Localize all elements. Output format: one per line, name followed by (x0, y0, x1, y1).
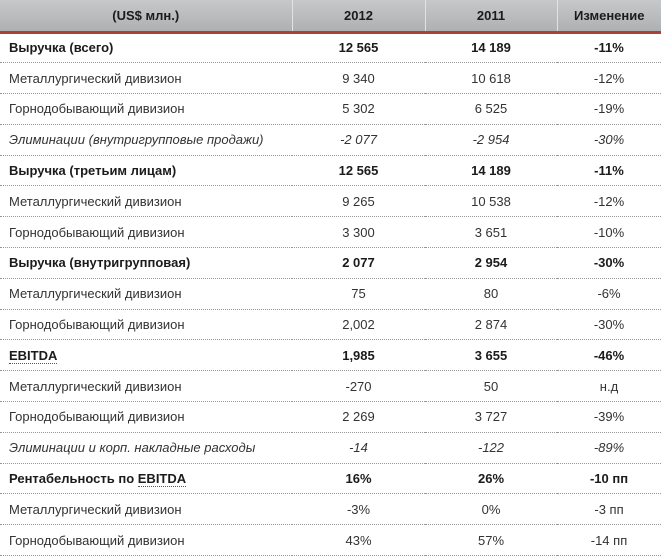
value-2012: 3 300 (292, 216, 425, 249)
row-label: Металлургический дивизион (0, 185, 292, 218)
value-2011: 6 525 (425, 93, 557, 125)
table-row: Выручка (всего) 12 565 14 189 -11% (0, 32, 661, 64)
row-label: Горнодобывающий дивизион (0, 401, 292, 433)
table-row: Металлургический дивизион 9 265 10 538 -12% (0, 185, 661, 218)
table-row: Горнодобывающий дивизион 43% 57% -14 пп (0, 524, 661, 556)
value-2012: 2 077 (292, 247, 425, 279)
value-change: -30% (557, 124, 661, 156)
value-2011: 57% (425, 524, 557, 556)
row-label: Металлургический дивизион (0, 278, 292, 310)
row-label: Рентабельность по EBITDA (0, 463, 292, 495)
ebitda-term[interactable]: EBITDA (137, 471, 187, 488)
value-2011: 2 874 (425, 309, 557, 341)
value-2012: 2 269 (292, 401, 425, 433)
value-2011: 3 655 (425, 339, 557, 372)
value-change: -39% (557, 401, 661, 433)
table-row: Металлургический дивизион -270 50 н.д (0, 370, 661, 403)
value-change: -89% (557, 432, 661, 464)
table-row: Металлургический дивизион 75 80 -6% (0, 278, 661, 310)
table-row: Элиминации и корп. накладные расходы -14-… (0, 432, 661, 464)
value-2012: 9 340 (292, 62, 425, 95)
row-label: EBITDA (0, 339, 292, 372)
value-2011: -2 954 (425, 124, 557, 156)
value-2011: 10 538 (425, 185, 557, 218)
value-change: -12% (557, 62, 661, 95)
col-header-change: Изменение (556, 0, 661, 34)
table-row: EBITDA 1,985 3 655 -46% (0, 339, 661, 372)
value-2011: 50 (425, 370, 557, 403)
table-header: (US$ млн.) 2012 2011 Изменение (0, 0, 661, 34)
ebitda-term[interactable]: EBITDA (9, 347, 58, 364)
table-row: Элиминации (внутригрупповые продажи) -2 0… (0, 124, 661, 156)
value-change: -30% (557, 309, 661, 341)
table-row: Металлургический дивизион -3% 0% -3 пп (0, 493, 661, 526)
value-2012: -270 (292, 370, 425, 403)
value-2012: -14 (292, 432, 425, 464)
value-change: н.д (557, 370, 661, 403)
value-2012: 12 565 (292, 32, 425, 64)
table-row: Горнодобывающий дивизион 5 302 6 525 -19% (0, 93, 661, 125)
table-row: Горнодобывающий дивизион 2,002 2 874 -30% (0, 309, 661, 341)
value-2012: -2 077 (292, 124, 425, 156)
row-label: Элиминации и корп. накладные расходы (0, 432, 292, 464)
row-label: Металлургический дивизион (0, 370, 292, 403)
table-row: Выручка (внутригрупповая) 2 077 2 954 -30% (0, 247, 661, 279)
row-label: Металлургический дивизион (0, 62, 292, 95)
row-label: Горнодобывающий дивизион (0, 309, 292, 341)
value-change: -14 пп (557, 524, 661, 556)
row-label: Элиминации (внутригрупповые продажи) (0, 124, 292, 156)
value-2011: 10 618 (425, 62, 557, 95)
value-2011: -122 (425, 432, 557, 464)
header-row: (US$ млн.) 2012 2011 Изменение (0, 0, 661, 34)
value-2012: 16% (292, 463, 425, 495)
row-label: Металлургический дивизион (0, 493, 292, 526)
value-2011: 3 727 (425, 401, 557, 433)
value-change: -6% (557, 278, 661, 310)
value-change: -46% (557, 339, 661, 372)
value-2011: 3 651 (425, 216, 557, 249)
value-change: -30% (557, 247, 661, 279)
value-change: -12% (557, 185, 661, 218)
row-label: Горнодобывающий дивизион (0, 524, 292, 556)
value-change: -10% (557, 216, 661, 249)
row-label: Выручка (внутригрупповая) (0, 247, 292, 279)
value-2012: 43% (292, 524, 425, 556)
table-row: Выручка (третьим лицам) 12 565 14 189 -11% (0, 155, 661, 187)
table-row: Горнодобывающий дивизион 3 300 3 651 -10% (0, 216, 661, 249)
value-change: -19% (557, 93, 661, 125)
value-2012: 5 302 (292, 93, 425, 125)
col-header-2011: 2011 (424, 0, 557, 34)
table-row: Горнодобывающий дивизион 2 269 3 727 -39% (0, 401, 661, 433)
table-body: Выручка (всего) 12 565 14 189 -11% Металлург… (0, 32, 661, 556)
table-row: Металлургический дивизион 9 340 10 618 -12% (0, 62, 661, 95)
col-header-2012: 2012 (291, 0, 425, 34)
value-2012: 75 (292, 278, 425, 310)
row-label: Горнодобывающий дивизион (0, 216, 292, 249)
value-2011: 26% (425, 463, 557, 495)
value-change: -11% (557, 155, 661, 187)
col-header-metric: (US$ млн.) (0, 0, 292, 34)
value-2012: -3% (292, 493, 425, 526)
row-label: Выручка (всего) (0, 32, 292, 64)
row-label: Горнодобывающий дивизион (0, 93, 292, 125)
value-2012: 12 565 (292, 155, 425, 187)
value-2011: 14 189 (425, 155, 557, 187)
value-2011: 80 (425, 278, 557, 310)
value-change: -10 пп (557, 463, 661, 495)
value-2011: 14 189 (425, 32, 557, 64)
value-2012: 9 265 (292, 185, 425, 218)
value-change: -3 пп (557, 493, 661, 526)
value-2012: 1,985 (292, 339, 425, 372)
value-change: -11% (557, 32, 661, 64)
table-row: Рентабельность по EBITDA 16% 26% -10 пп (0, 463, 661, 495)
value-2011: 2 954 (425, 247, 557, 279)
value-2012: 2,002 (292, 309, 425, 341)
row-label: Выручка (третьим лицам) (0, 155, 292, 187)
value-2011: 0% (425, 493, 557, 526)
